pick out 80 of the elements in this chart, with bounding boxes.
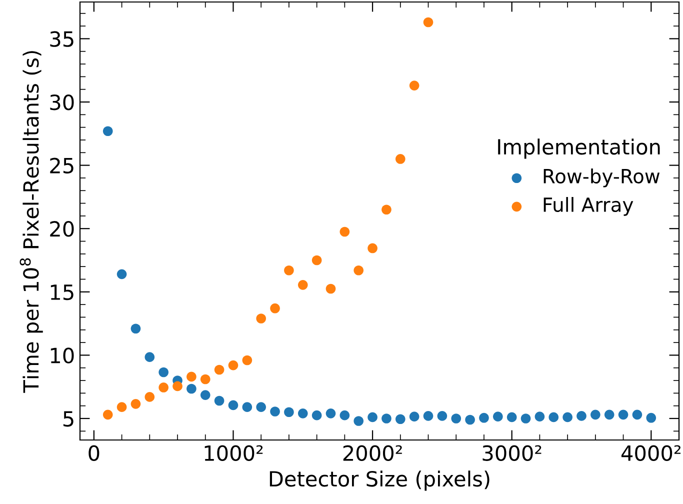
point (256, 402, 266, 412)
point (102, 126, 113, 136)
point (242, 402, 252, 412)
point (214, 364, 224, 375)
point (368, 412, 378, 422)
point (116, 402, 127, 412)
y-tick-label: 10 (50, 348, 74, 364)
point (632, 410, 642, 420)
point (158, 367, 168, 378)
point (144, 352, 155, 362)
point (548, 412, 559, 422)
point (492, 412, 503, 422)
point (465, 414, 475, 425)
point (646, 412, 656, 423)
point (102, 410, 113, 420)
point (395, 154, 406, 164)
point (340, 410, 350, 420)
point (228, 360, 238, 370)
point (618, 410, 628, 420)
y-tick-label: 30 (50, 94, 74, 110)
point (354, 416, 364, 426)
legend-title: Implementation (498, 138, 660, 159)
point (423, 17, 434, 28)
point (576, 411, 586, 421)
point (242, 355, 252, 366)
point (158, 382, 168, 392)
point (312, 410, 322, 420)
point (382, 414, 392, 424)
point (312, 255, 322, 266)
point (214, 396, 224, 406)
x-tick-label: 1000² (204, 445, 263, 461)
point (326, 284, 336, 294)
point (326, 408, 336, 418)
point (284, 407, 294, 418)
point (520, 414, 531, 424)
y-tick-label: 20 (50, 221, 74, 237)
y-tick-label: 5 (63, 411, 74, 427)
point (144, 392, 155, 402)
point (116, 269, 127, 280)
point (562, 412, 572, 422)
point (534, 412, 545, 422)
point (382, 204, 392, 215)
point (604, 410, 614, 420)
x-axis-title: Detector Size (pixels) (270, 470, 490, 491)
x-tick-label: 2000² (343, 445, 402, 461)
point (479, 412, 489, 423)
x-tick-label: 0 (88, 445, 100, 461)
legend-label: Row-by-Row (544, 168, 660, 188)
point (298, 408, 308, 418)
point (130, 399, 141, 409)
point (130, 324, 141, 334)
point (590, 410, 600, 420)
point (270, 303, 280, 314)
x-tick-label: 3000² (482, 445, 542, 461)
y-tick-label: 35 (50, 31, 74, 47)
point (172, 381, 182, 392)
point (423, 411, 434, 421)
point (437, 411, 448, 421)
point (270, 406, 280, 416)
y-tick-label: 25 (50, 158, 74, 174)
point (200, 374, 210, 384)
legend-label: Full Array (544, 197, 634, 216)
point (409, 80, 420, 90)
y-tick-label: 15 (50, 284, 74, 300)
point (451, 414, 462, 424)
point (368, 243, 378, 254)
point (506, 412, 517, 422)
y-axis-title: Time per 10$^{8}$ Pixel-Resultants (s) (20, 51, 43, 393)
point (340, 226, 350, 237)
point (228, 400, 238, 410)
point (256, 314, 266, 324)
x-tick-label: 4000² (621, 445, 681, 461)
point (298, 280, 308, 290)
point (409, 412, 420, 422)
point (186, 384, 196, 394)
point (395, 414, 406, 424)
point (200, 390, 210, 400)
point (354, 265, 364, 276)
point (186, 372, 196, 382)
point (284, 265, 294, 276)
